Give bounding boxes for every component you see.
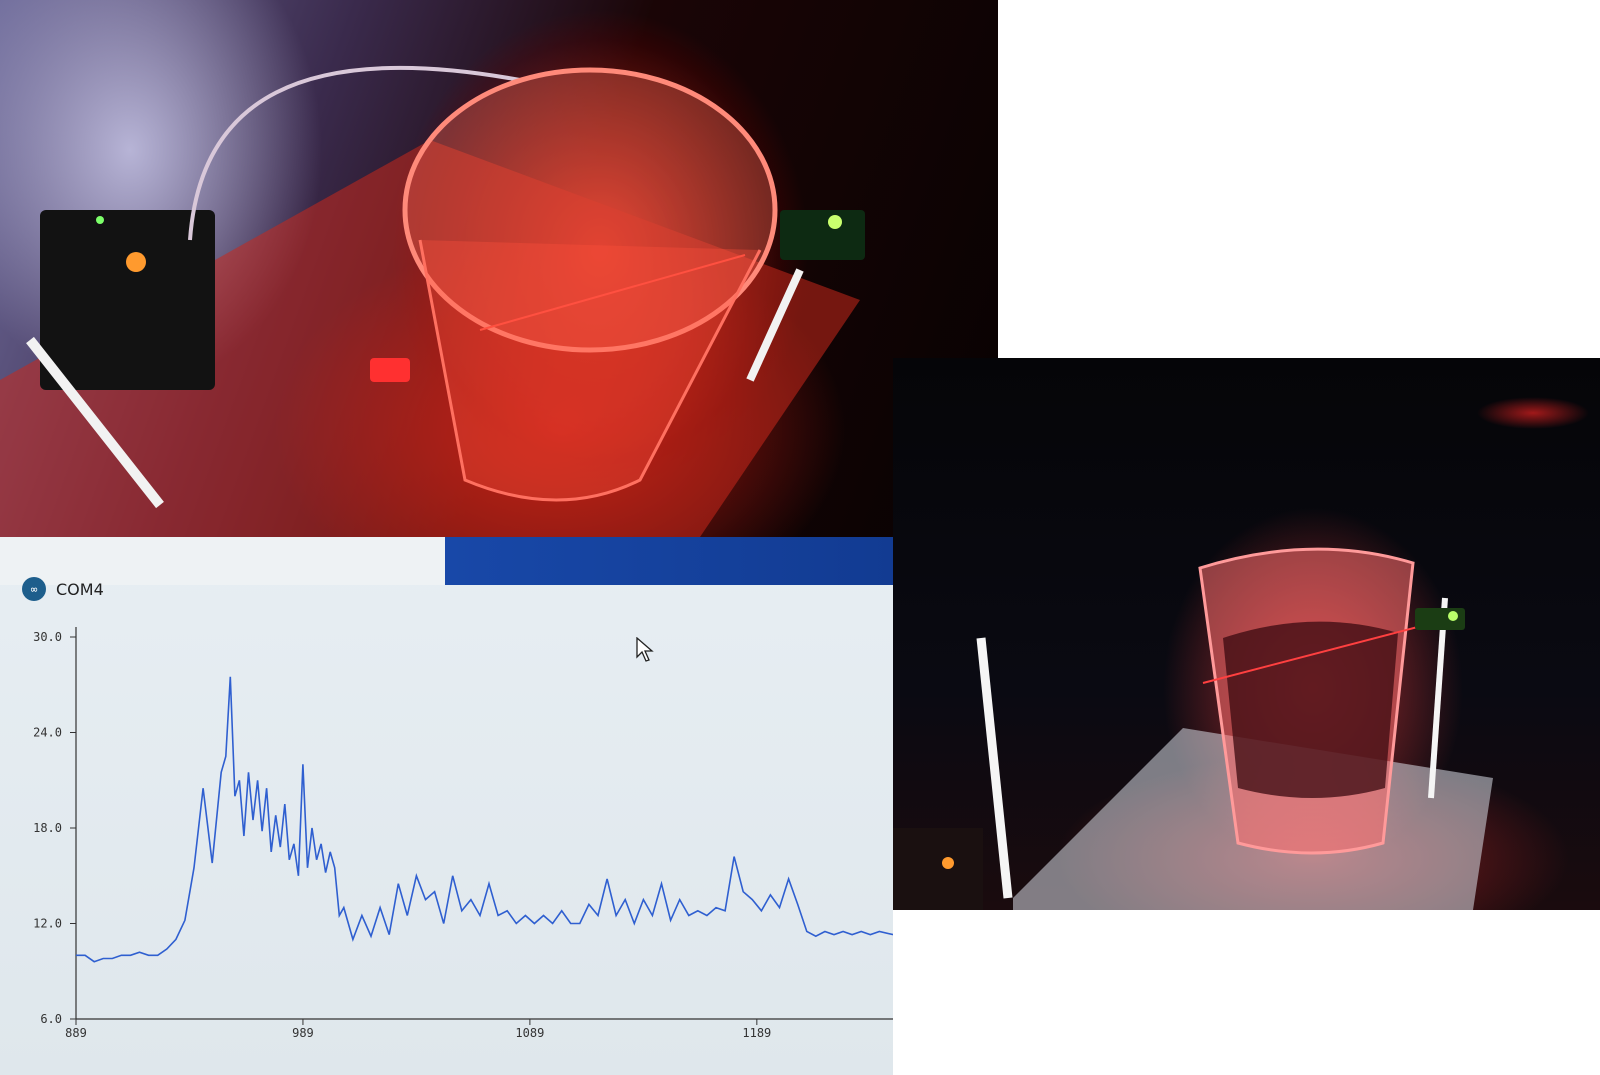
dark-liquid bbox=[1223, 621, 1398, 798]
light-sensor-module bbox=[780, 210, 865, 260]
photo-top-scene bbox=[0, 65, 865, 537]
desktop-taskbar-strip bbox=[445, 537, 893, 585]
board-led bbox=[942, 857, 954, 869]
arduino-board bbox=[893, 828, 983, 910]
arduino-board bbox=[40, 210, 215, 390]
series-trace bbox=[76, 676, 893, 963]
y-tick-label: 30.0 bbox=[33, 630, 62, 644]
support-stick-left bbox=[976, 637, 1013, 899]
sensor-led bbox=[828, 215, 842, 229]
window-title-bar: ∞ COM4 bbox=[22, 577, 104, 601]
laser-diode bbox=[370, 358, 410, 382]
water-glass-body bbox=[418, 239, 762, 502]
x-tick-label: 1189 bbox=[742, 1026, 771, 1040]
photo-arduino-laser-setup bbox=[0, 0, 998, 537]
photo-glass-laser-scatter bbox=[893, 358, 1600, 910]
y-tick-label: 12.0 bbox=[33, 917, 62, 931]
laser-beam bbox=[479, 254, 746, 331]
y-tick-label: 18.0 bbox=[33, 821, 62, 835]
arduino-logo-icon: ∞ bbox=[22, 577, 46, 601]
x-tick-label: 1089 bbox=[515, 1026, 544, 1040]
sensor-wires bbox=[188, 65, 521, 241]
photo-right-scene bbox=[893, 547, 1493, 910]
serial-plotter-screen: ∞ COM4 30.0 24.0 18.0 12.0 6.0 889 989 1089 1189 bbox=[0, 537, 893, 1075]
x-tick-label: 989 bbox=[292, 1026, 314, 1040]
board-power-led bbox=[96, 216, 104, 224]
support-stick-right bbox=[1428, 597, 1448, 799]
support-stick-left bbox=[26, 336, 164, 509]
mouse-pointer-icon bbox=[636, 637, 654, 662]
board-led bbox=[126, 252, 146, 272]
water-glass-rim bbox=[402, 67, 778, 353]
y-tick-label: 6.0 bbox=[40, 1012, 62, 1026]
sensor-led bbox=[1448, 611, 1458, 621]
y-tick-label: 24.0 bbox=[33, 726, 62, 740]
x-tick-label: 889 bbox=[65, 1026, 87, 1040]
window-title: COM4 bbox=[56, 579, 104, 599]
light-sensor-module bbox=[1415, 608, 1465, 630]
support-stick-right bbox=[746, 268, 804, 382]
table-surface bbox=[0, 140, 860, 537]
scatter-laser-beam bbox=[1202, 622, 1434, 684]
